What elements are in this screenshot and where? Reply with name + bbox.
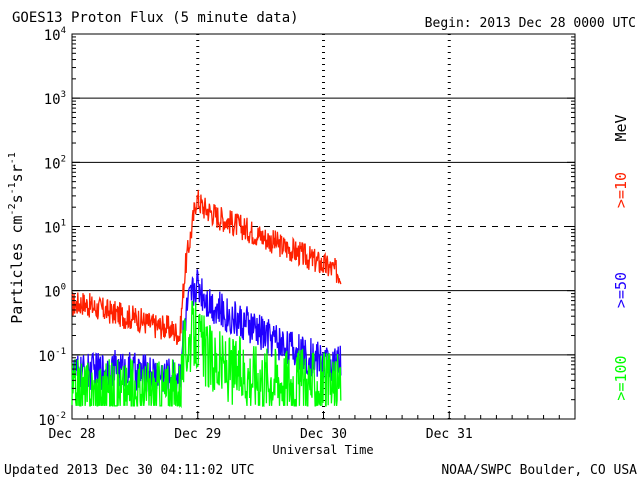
- y-axis-label: Particles cm-2s-1sr-1: [7, 152, 26, 324]
- y-tick-label: 101: [44, 219, 66, 237]
- y-tick-label: 103: [44, 90, 66, 108]
- x-tick-label: Dec 28: [49, 427, 96, 442]
- y-tick-label: 100: [44, 283, 66, 301]
- series-line-2: [71, 300, 342, 409]
- x-tick-label: Dec 30: [300, 427, 347, 442]
- y-tick-label: 10-2: [38, 411, 66, 429]
- legend-label-100mev-text: >=100: [612, 355, 630, 400]
- legend-label-10mev: >=10: [612, 172, 630, 208]
- y-tick-label: 102: [44, 154, 66, 172]
- legend-label-10mev-text: >=10: [612, 172, 630, 208]
- y-tick-label: 10-1: [38, 347, 66, 365]
- legend-label-50mev-text: >=50: [612, 272, 630, 308]
- legend-label-100mev: >=100: [612, 355, 630, 400]
- legend-unit-label: MeV: [612, 114, 630, 141]
- updated-timestamp: Updated 2013 Dec 30 04:11:02 UTC: [4, 463, 254, 478]
- legend-unit-label-text: MeV: [612, 114, 630, 141]
- x-tick-label: Dec 29: [174, 427, 221, 442]
- begin-time-label: Begin: 2013 Dec 28 0000 UTC: [425, 16, 636, 31]
- x-axis-label: Universal Time: [272, 443, 373, 457]
- chart-title: GOES13 Proton Flux (5 minute data): [12, 10, 299, 26]
- credit-label: NOAA/SWPC Boulder, CO USA: [441, 463, 637, 478]
- series-line-0: [71, 189, 342, 345]
- y-tick-label: 104: [44, 26, 66, 44]
- x-tick-label: Dec 31: [426, 427, 473, 442]
- legend-label-50mev: >=50: [612, 272, 630, 308]
- svg-text:Particles cm-2s-1sr-1: Particles cm-2s-1sr-1: [7, 152, 26, 324]
- series-line-1: [71, 269, 342, 394]
